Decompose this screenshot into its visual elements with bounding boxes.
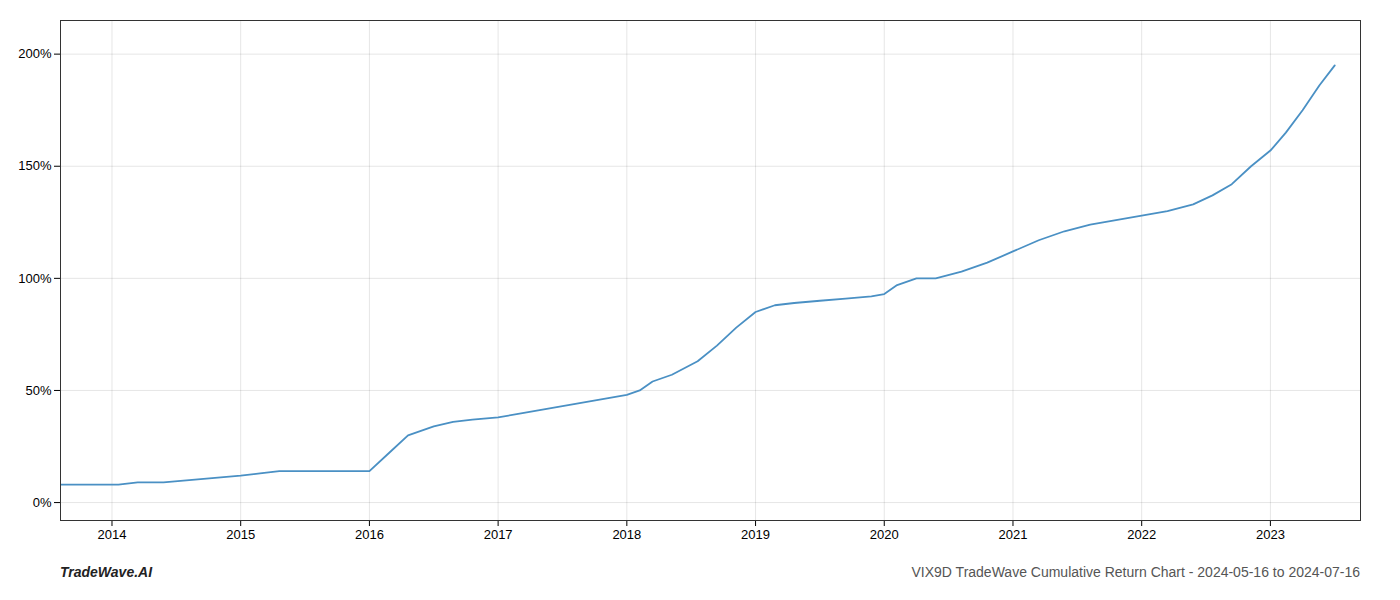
svg-text:2016: 2016	[355, 527, 384, 542]
html-text:TradeWave.AI: TradeWave.AI	[60, 564, 153, 580]
svg-text:2018: 2018	[612, 527, 641, 542]
svg-text:200%: 200%	[18, 46, 52, 61]
svg-text:0%: 0%	[33, 495, 52, 510]
svg-text:50%: 50%	[25, 383, 51, 398]
svg-text:2017: 2017	[484, 527, 513, 542]
svg-text:2020: 2020	[870, 527, 899, 542]
svg-text:2015: 2015	[226, 527, 255, 542]
html-text:VIX9D TradeWave Cumulative Ret: VIX9D TradeWave Cumulative Return Chart …	[911, 564, 1360, 580]
svg-text:150%: 150%	[18, 158, 52, 173]
svg-text:2021: 2021	[999, 527, 1028, 542]
svg-text:2014: 2014	[98, 527, 127, 542]
svg-text:2023: 2023	[1256, 527, 1285, 542]
svg-text:100%: 100%	[18, 271, 52, 286]
svg-text:2022: 2022	[1127, 527, 1156, 542]
svg-text:2019: 2019	[741, 527, 770, 542]
